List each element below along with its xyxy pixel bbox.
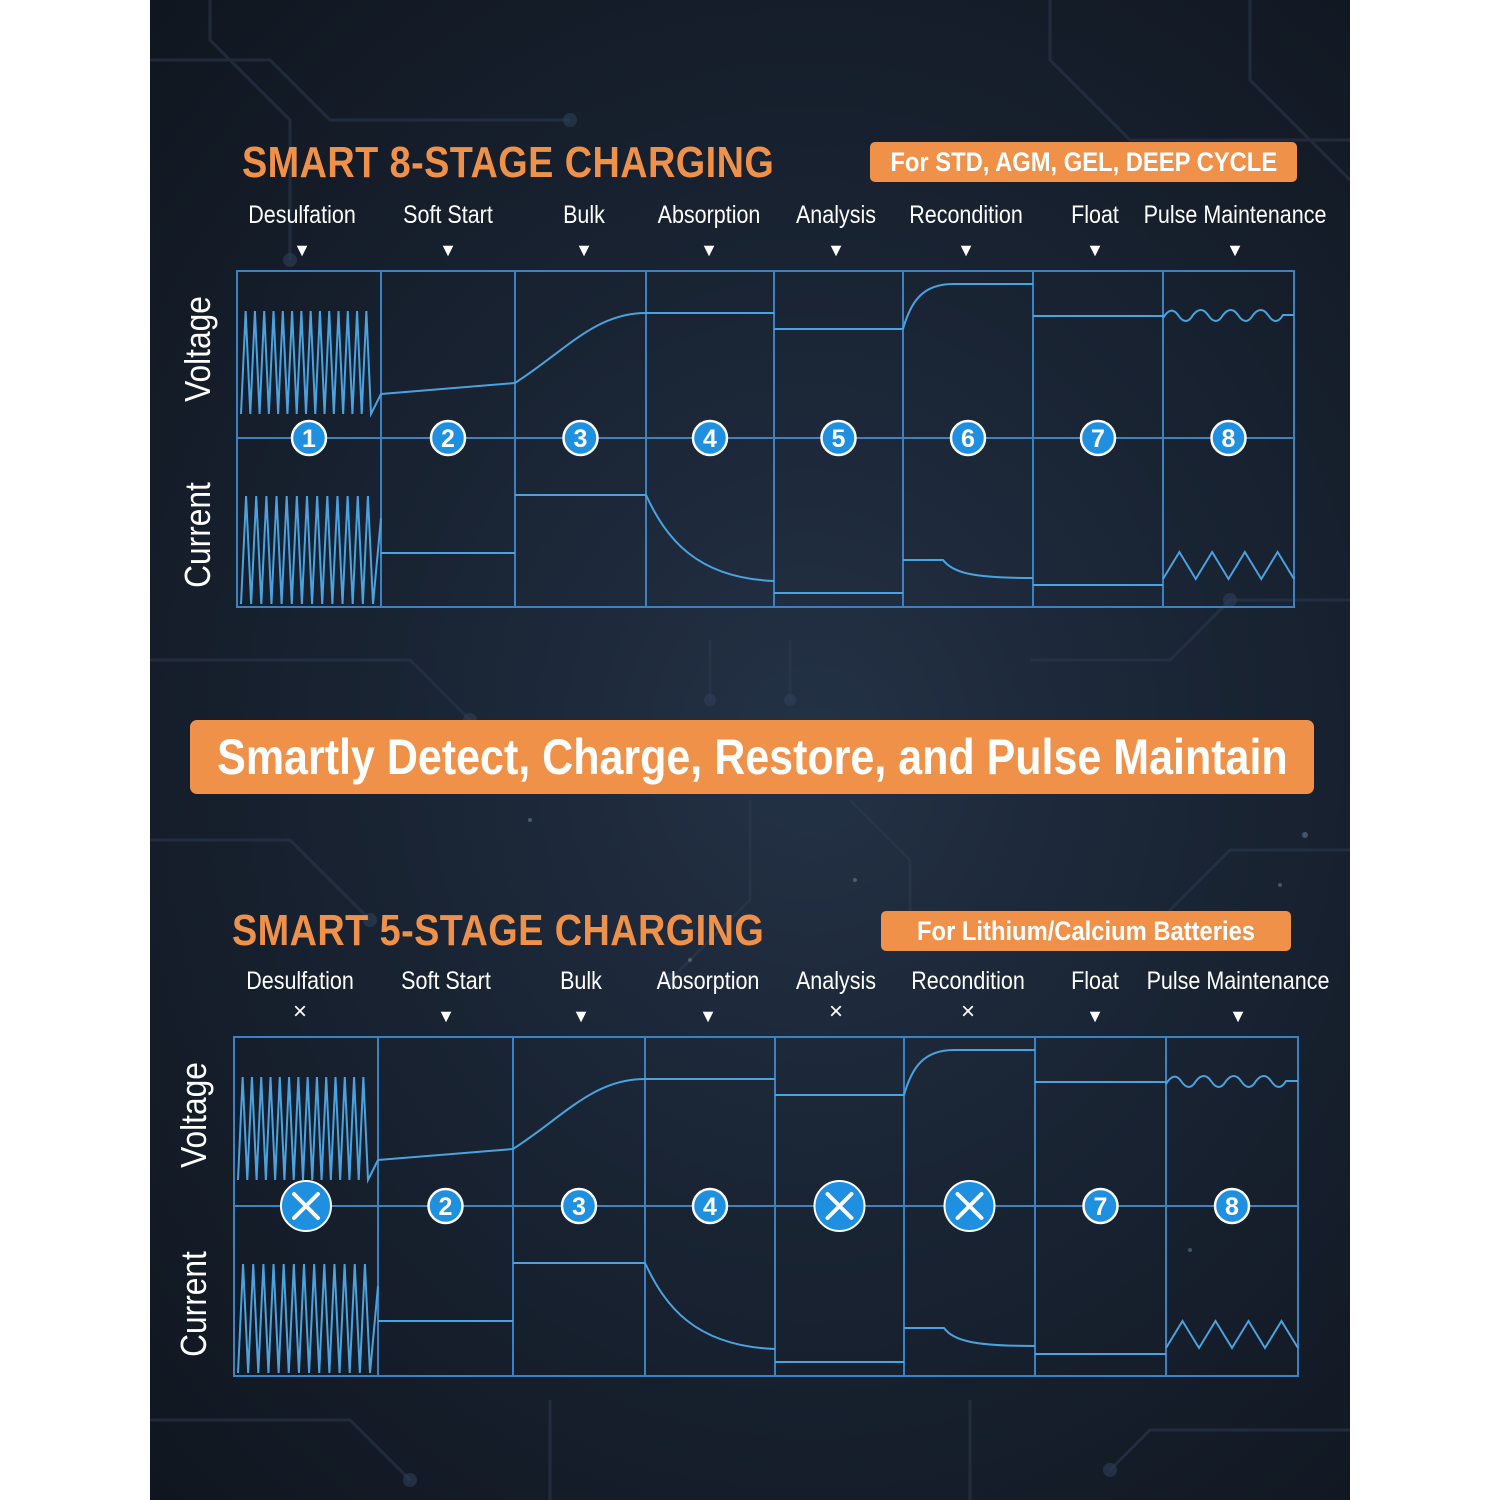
stage-arrow-icon: ▼ xyxy=(1229,1006,1247,1026)
stage-number-badge: 7 xyxy=(1082,1187,1119,1225)
stage-arrow-icon: ▼ xyxy=(575,240,593,260)
stage-disabled-icon xyxy=(813,1180,866,1232)
stage-number: 7 xyxy=(1091,425,1105,453)
stage-label: Pulse Maintenance xyxy=(1143,201,1327,229)
stage-number: 2 xyxy=(441,425,455,453)
stage-label: Pulse Maintenance xyxy=(1146,967,1330,995)
stage-number: 8 xyxy=(1222,425,1236,453)
stage-number-badge: 2 xyxy=(429,419,467,457)
stage-number-badge: 7 xyxy=(1079,419,1117,457)
stage-label: Desulfation xyxy=(248,201,356,229)
voltage-curve xyxy=(237,1049,1298,1184)
stage-arrow-icon: ▼ xyxy=(957,240,975,260)
stage-number-badge: 8 xyxy=(1213,1187,1251,1225)
stage-arrow-icon: ▼ xyxy=(1086,1006,1104,1026)
stage-number: 3 xyxy=(574,425,588,453)
stage-arrow-icon: ▼ xyxy=(827,240,845,260)
stage-number: 1 xyxy=(302,425,316,453)
stage-label: Desulfation xyxy=(246,967,354,995)
stage-excluded-icon: × xyxy=(292,998,308,1025)
infographic-panel: SMART 8-STAGE CHARGING For STD, AGM, GEL… xyxy=(150,0,1350,1500)
stage-disabled-icon xyxy=(280,1180,332,1232)
charging-stage-diagram: 1 2 3 4 5 6 7 8 xyxy=(236,270,1295,608)
stage-excluded-icon: × xyxy=(828,998,844,1025)
stage-label: Analysis xyxy=(795,967,877,995)
stage-label: Recondition xyxy=(911,967,1025,995)
stage-number: 4 xyxy=(703,425,717,453)
section-title: SMART 5-STAGE CHARGING xyxy=(232,906,765,955)
stage-number: 2 xyxy=(439,1193,453,1221)
current-curve xyxy=(240,494,1295,605)
stage-label: Bulk xyxy=(563,201,605,229)
stage-label: Recondition xyxy=(909,201,1023,229)
stage-number: 4 xyxy=(703,1193,717,1221)
voltage-curve xyxy=(240,283,1294,418)
stage-number: 5 xyxy=(832,425,846,453)
stage-excluded-icon: × xyxy=(960,998,976,1025)
stage-arrow-icon: ▼ xyxy=(437,1006,455,1026)
stage-label: Bulk xyxy=(560,967,602,995)
stage-label: Analysis xyxy=(795,201,877,229)
stage-number-badge: 8 xyxy=(1210,419,1247,457)
stage-arrow-icon: ▼ xyxy=(1226,240,1244,260)
section-title: SMART 8-STAGE CHARGING xyxy=(242,138,775,187)
stage-number-badge: 6 xyxy=(949,419,987,457)
stage-arrow-icon: ▼ xyxy=(572,1006,590,1026)
battery-type-badge: For STD, AGM, GEL, DEEP CYCLE xyxy=(870,142,1297,182)
stage-number-badge: 5 xyxy=(820,419,857,457)
charging-stage-diagram: 2 3 4 7 8 xyxy=(233,1036,1299,1377)
stage-arrow-icon: ▼ xyxy=(1086,240,1104,260)
stage-arrow-icon: ▼ xyxy=(700,240,718,260)
stage-number-badge: 4 xyxy=(691,1187,729,1225)
feature-banner: Smartly Detect, Charge, Restore, and Pul… xyxy=(190,720,1314,794)
stage-label: Soft Start xyxy=(401,967,491,995)
stage-number-badge: 1 xyxy=(290,419,328,457)
stage-arrow-icon: ▼ xyxy=(439,240,457,260)
stage-number-badge: 3 xyxy=(562,419,599,457)
stage-label: Absorption xyxy=(656,967,760,995)
stage-number: 3 xyxy=(572,1193,586,1221)
stage-number-badge: 2 xyxy=(427,1187,464,1225)
stage-number-badge: 3 xyxy=(560,1187,598,1225)
stage-arrow-icon: ▼ xyxy=(293,240,311,260)
stage-label: Float xyxy=(1071,201,1119,229)
stage-label: Soft Start xyxy=(403,201,493,229)
current-curve xyxy=(237,1262,1299,1374)
battery-type-badge: For Lithium/Calcium Batteries xyxy=(881,911,1291,951)
stage-arrow-icon: ▼ xyxy=(699,1006,717,1026)
stage-number: 6 xyxy=(961,425,975,453)
stage-number: 7 xyxy=(1094,1193,1108,1221)
stage-number-badge: 4 xyxy=(691,419,729,457)
stage-label: Float xyxy=(1071,967,1119,995)
stage-label: Absorption xyxy=(657,201,761,229)
stage-disabled-icon xyxy=(943,1180,996,1232)
stage-number: 8 xyxy=(1225,1193,1239,1221)
